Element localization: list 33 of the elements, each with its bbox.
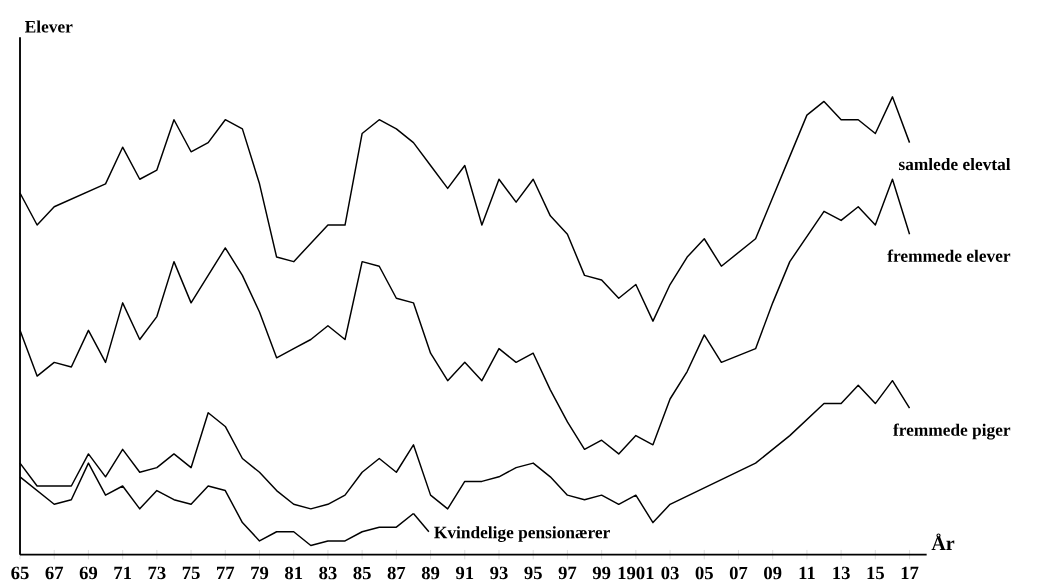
x-axis-title: År	[931, 533, 955, 550]
x-tick-label: 71	[114, 566, 132, 580]
series-label: fremmede elever	[887, 249, 1011, 262]
x-tick-label: 93	[490, 566, 508, 580]
x-tick-label: 69	[79, 566, 98, 580]
legend-label: Kvindelige pensionærer	[434, 526, 610, 542]
x-tick-label: 13	[833, 566, 850, 580]
x-tick-label: 95	[524, 566, 542, 580]
y-axis-title: Elever	[25, 20, 73, 33]
x-tick-label: 79	[251, 566, 269, 580]
series-label: fremmede piger	[893, 423, 1011, 440]
x-tick-label: 75	[182, 566, 200, 580]
x-tick-label: 17	[901, 566, 919, 580]
x-tick-label: 07	[729, 566, 748, 580]
x-tick-label: 87	[387, 566, 406, 580]
x-tick-label: 91	[455, 566, 474, 580]
x-tick-label: 97	[558, 566, 577, 580]
x-tick-label: 77	[217, 566, 235, 579]
series-label: samlede elevtal	[898, 157, 1011, 171]
x-tick-label: 81	[285, 566, 303, 580]
x-tick-label: 03	[661, 566, 679, 580]
x-tick-label: 15	[867, 566, 884, 580]
x-tick-label: 05	[695, 566, 713, 580]
x-tick-label: 99	[592, 566, 611, 580]
x-tick-label: 89	[421, 566, 440, 580]
x-tick-label: 73	[148, 566, 166, 580]
x-tick-label: 65	[11, 566, 29, 580]
x-tick-label: 11	[799, 566, 815, 580]
x-tick-label: 67	[45, 566, 64, 580]
x-tick-label: 1901	[618, 566, 654, 580]
x-tick-label: 09	[764, 566, 782, 580]
x-tick-label: 85	[353, 566, 371, 580]
x-tick-label: 83	[319, 566, 337, 580]
